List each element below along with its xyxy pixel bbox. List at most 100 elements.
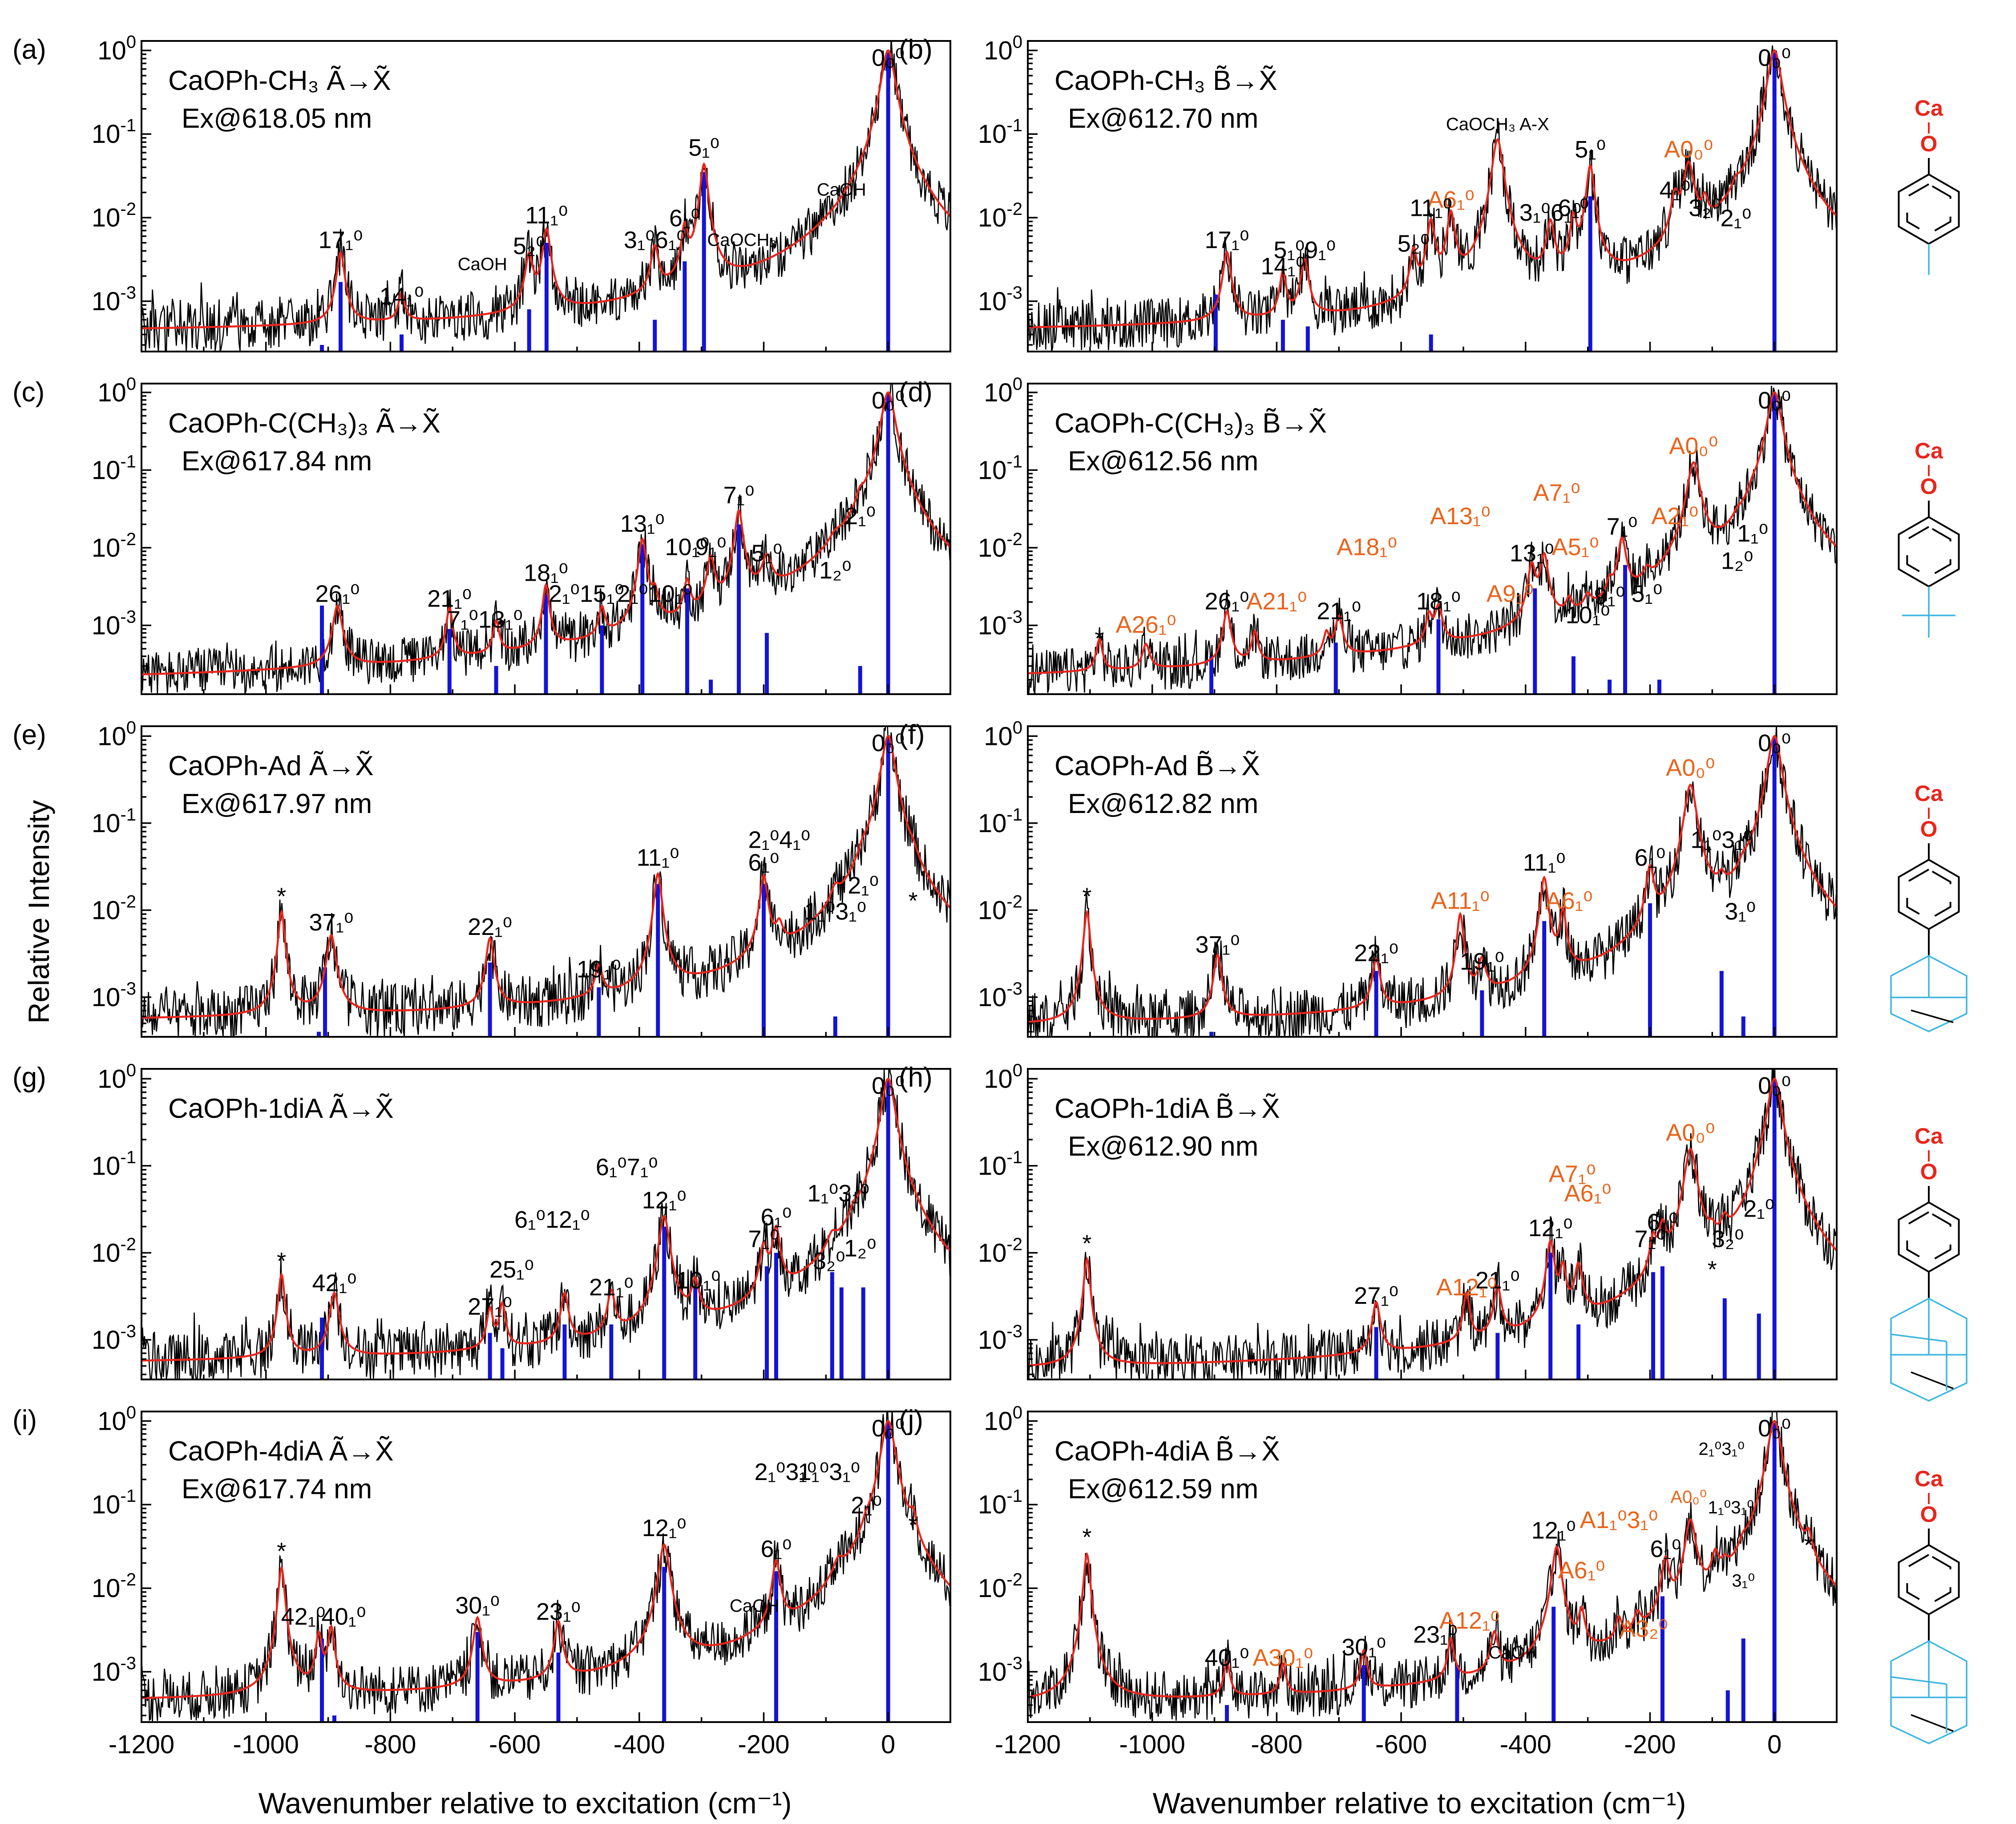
oxygen-label: O [1920,1159,1938,1184]
peak-annotation: 27₁⁰ [1354,1282,1398,1309]
y-tick-exp: 0 [126,718,136,737]
plot-frame [1027,725,1838,1038]
4-diamantyl-substituent-icon: Ca O [1890,1466,1968,1744]
excitation-wavelength: Ex@612.70 nm [1068,103,1258,134]
peak-annotation: 3₂⁰ [813,1248,845,1274]
peak-annotation: 1₁⁰ [1737,520,1768,547]
plot-area [141,726,950,1037]
y-tick-exp: 0 [1013,1060,1022,1080]
plot-area [1028,45,1837,352]
peak-annotation: CaOH [1488,1643,1538,1662]
peak-annotation: 6₁⁰ [760,1536,792,1562]
peak-annotation: * [909,1512,918,1538]
peak-annotation: 30₁⁰ [1341,1634,1386,1661]
y-tick-base: 10 [92,1326,121,1355]
peak-annotation: 18₁⁰ [524,559,568,586]
calcium-label: Ca [1915,438,1943,463]
peak-annotation: 6₁⁰ [1635,845,1666,871]
tbutyl-substituent-icon: Ca O [1898,438,1960,638]
y-tick-exp: -3 [120,283,136,303]
y-tick-exp: -2 [1006,530,1022,549]
peak-annotation: A0₀⁰ [1666,754,1715,781]
peak-annotation: A12₁⁰ [1436,1274,1497,1301]
y-tick-label: 10-3 [978,283,1022,316]
excitation-wavelength: Ex@612.59 nm [1068,1474,1258,1504]
simulation-trace [1028,1420,1837,1699]
peak-annotation: CaOH [730,1596,779,1616]
y-tick-base: 10 [92,456,121,485]
calcium-label: Ca [1915,1124,1943,1149]
y-tick-label: 10-2 [92,1234,136,1267]
peak-annotation: 19₁⁰ [1460,948,1504,975]
plot-frame [141,40,951,352]
y-tick-exp: -1 [1006,1148,1022,1167]
peak-annotation: 5₁⁰ [751,540,783,566]
y-tick-base: 10 [92,1152,121,1181]
peak-annotation: 7₁⁰ [1635,1225,1666,1252]
x-tick-label: -600 [489,1730,541,1759]
y-tick-exp: -3 [120,1322,136,1341]
oxygen-label: O [1920,1502,1938,1527]
y-tick-base: 10 [978,1152,1007,1181]
x-tick-label: -1000 [1119,1730,1185,1759]
x-axis-label-left: Wavenumber relative to excitation (cm⁻¹) [259,1787,792,1820]
y-tick-exp: -2 [120,1234,136,1254]
y-tick-label: 10-3 [92,1322,136,1355]
peak-annotation: A5₁⁰ [1552,534,1599,561]
y-tick-base: 10 [92,611,121,640]
peak-annotation: A0₀⁰ [1670,1487,1707,1507]
panel-label: (j) [899,1405,923,1436]
y-tick-exp: 0 [1013,374,1022,394]
y-tick-base: 10 [984,1064,1013,1093]
peak-annotation: 0₀⁰ [872,730,905,756]
y-tick-label: 10-2 [92,530,136,562]
peak-annotation: A6₁⁰ [1546,887,1593,914]
y-tick-base: 10 [984,378,1013,407]
peak-annotation: 21₁⁰ [1317,598,1361,624]
y-tick-label: 10-1 [978,1148,1022,1181]
peak-annotation: 11₁⁰ [525,202,568,229]
peak-annotation: A1₁⁰3₁⁰ [1580,1507,1658,1533]
peak-annotation: A6₁⁰ [1564,1180,1612,1207]
peak-annotation: A3₂⁰ [1620,1615,1668,1642]
peak-annotation: 3₂⁰ [1712,1225,1744,1252]
peak-annotation: * [277,883,286,910]
peak-annotation: A6₁⁰ [1558,1557,1605,1584]
peak-annotation: 2₁⁰3₁⁰ [755,1459,817,1485]
y-tick-label: 10-3 [92,283,136,316]
y-tick-base: 10 [92,1238,121,1267]
peak-annotation: * [1082,1524,1091,1550]
peak-annotation: 0₀⁰ [872,1415,905,1442]
peak-annotation: 37₁⁰ [1196,931,1240,958]
peak-annotation: A0₀⁰ [1664,136,1713,163]
y-tick-base: 10 [97,722,126,751]
y-tick-exp: -3 [1006,1654,1022,1673]
cage-outline [1890,1298,1968,1402]
oxygen-label: O [1920,131,1938,156]
peak-annotation: CaOH [817,180,866,200]
peak-annotation: 4₁⁰ [1659,177,1690,204]
panel-title: CaOPh-1diA B̃→X̃ [1054,1093,1280,1124]
peak-annotation: 26₁⁰ [1205,588,1249,615]
adamantyl-substituent-icon: Ca O [1890,781,1968,1032]
peak-annotation: 10₁⁰ [665,534,709,561]
plot-frame [1027,383,1838,695]
peak-annotation: 1₁⁰3₁⁰ [1708,1498,1754,1517]
peak-annotation: 3₁⁰6₁⁰ [1519,199,1582,226]
ch3-substituent-icon: Ca O [1898,96,1960,275]
peak-annotation: 30₁⁰ [455,1592,500,1619]
x-axis-label-right: Wavenumber relative to excitation (cm⁻¹) [1153,1787,1686,1820]
panel-title: CaOPh-4diA Ã→X̃ [168,1436,394,1467]
y-tick-base: 10 [978,203,1007,232]
peak-annotation: 17₁⁰ [319,227,363,254]
y-tick-label: 10-2 [92,1570,136,1603]
y-tick-exp: -2 [120,199,136,219]
peak-annotation: * [277,1538,286,1565]
cage-outline [1890,955,1968,1032]
peak-annotation: 6₁⁰12₁⁰ [514,1206,590,1233]
y-tick-label: 10-1 [978,1486,1022,1519]
peak-annotation: 2₁⁰ [1720,205,1751,232]
